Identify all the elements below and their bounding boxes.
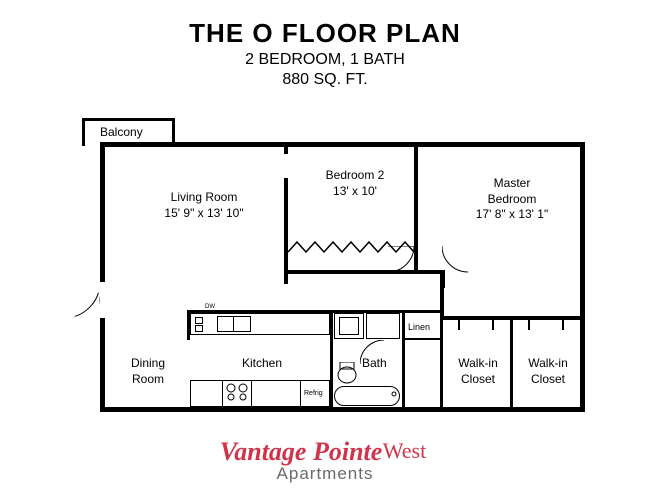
dining-name: DiningRoom (131, 356, 165, 386)
balcony-wall-top (82, 118, 174, 121)
living-label: Living Room 15' 9" x 13' 10" (144, 190, 264, 221)
outer-wall-top (100, 142, 585, 147)
bath-closet-wall (402, 310, 405, 410)
kitchen-counter-top (190, 313, 330, 335)
master-left-stub (440, 286, 444, 320)
kitchen-sink (217, 316, 251, 332)
bedroom2-label: Bedroom 2 13' x 10' (310, 168, 400, 199)
kitchen-bath-wall (330, 310, 333, 410)
outer-wall-left-upper (100, 142, 105, 282)
walkin1-name: Walk-inCloset (458, 356, 498, 386)
toilet-icon (336, 362, 358, 384)
bedroom2-dims: 13' x 10' (333, 184, 377, 198)
linen-right (440, 316, 443, 410)
brand-sub: Apartments (0, 464, 650, 484)
kitchen-sink-div (233, 316, 234, 332)
walkin2-name: Walk-inCloset (528, 356, 568, 386)
bedroom-bottom-wall (284, 270, 418, 274)
counter-bottom-mid (252, 380, 300, 407)
kitchen-label: Kitchen (242, 356, 282, 372)
dw-label: DW (205, 304, 215, 312)
brand-script: West (383, 438, 426, 464)
plan-title: THE O FLOOR PLAN (0, 18, 650, 49)
stove-burners (224, 382, 250, 402)
brand-name: Vantage Pointe (220, 437, 383, 466)
partition-v1-top (284, 142, 288, 154)
walkin1-door-stub (458, 318, 460, 330)
plan-subtitle: 2 BEDROOM, 1 BATH (0, 51, 650, 69)
walkin2-door-stub (528, 318, 530, 330)
bath-vanity-inner (339, 317, 359, 335)
counter-detail2 (195, 325, 203, 332)
refrig-label: Refrig (304, 389, 323, 398)
tub-faucet (390, 390, 398, 402)
walkin1-label: Walk-inCloset (450, 356, 506, 387)
counter-detail1 (195, 317, 203, 324)
linen-label: Linen (408, 322, 430, 334)
balcony-label: Balcony (100, 125, 143, 141)
dining-label: DiningRoom (118, 356, 178, 387)
partition-v1-mid (284, 178, 288, 284)
closet-zigzag (288, 240, 414, 254)
walkin2-label: Walk-inCloset (520, 356, 576, 387)
brand-line: Vantage Pointe West (0, 439, 650, 466)
walkin1-door-stub2 (492, 318, 494, 330)
outer-wall-left-lower (100, 318, 105, 412)
living-dims: 15' 9" x 13' 10" (164, 206, 243, 220)
balcony-wall-left (82, 118, 85, 146)
header: THE O FLOOR PLAN 2 BEDROOM, 1 BATH 880 S… (0, 0, 650, 89)
living-name: Living Room (171, 190, 238, 204)
bedroom2-name: Bedroom 2 (326, 168, 385, 182)
bath-counter (366, 313, 400, 339)
counter-bottom-left (190, 380, 222, 407)
master-name: MasterBedroom (488, 176, 537, 206)
branding: Vantage Pointe West Apartments (0, 439, 650, 484)
bath-label: Bath (362, 356, 387, 372)
outer-wall-right (580, 142, 585, 412)
walkin-divider (510, 316, 513, 410)
floor-plan: Balcony (82, 118, 585, 418)
bedroom-bottom-wall2 (414, 270, 444, 274)
entry-door-arc (64, 282, 100, 318)
walkin2-door-stub2 (562, 318, 564, 330)
plan-sqft: 880 SQ. FT. (0, 71, 650, 89)
master-dims: 17' 8" x 13' 1" (476, 207, 548, 221)
linen-bottom (402, 338, 442, 340)
master-door (442, 246, 472, 276)
master-label: MasterBedroom 17' 8" x 13' 1" (452, 176, 572, 223)
